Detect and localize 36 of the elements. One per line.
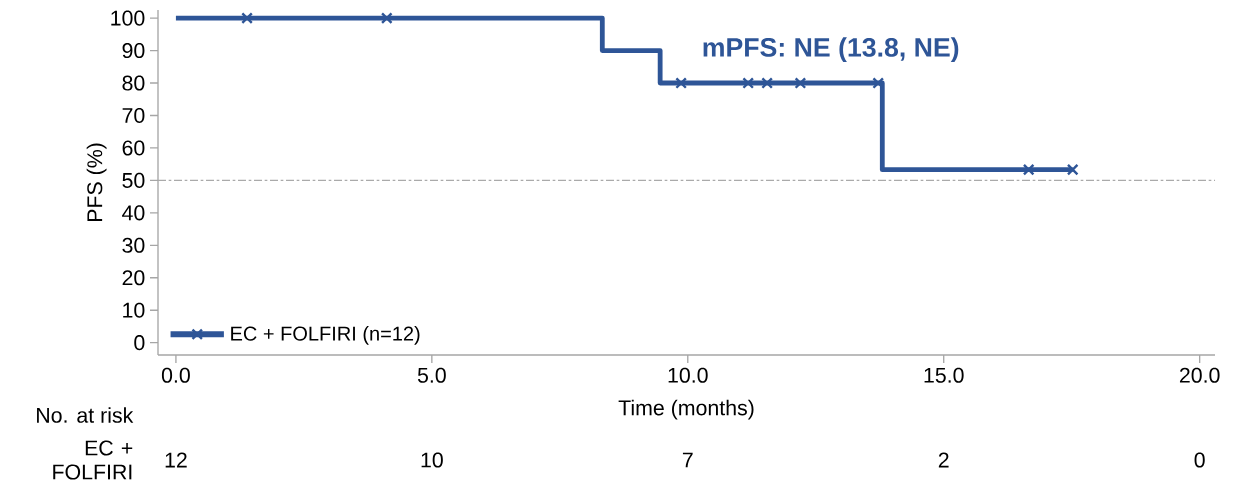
text: 2 — [938, 452, 949, 468]
y-tick-label: 30 — [122, 237, 145, 253]
y-axis-title: PFS (%) — [86, 143, 107, 222]
x-tick-label: 20.0 — [1179, 367, 1220, 383]
y-tick-label: 0 — [134, 335, 145, 351]
y-tick-label: 20 — [122, 270, 145, 286]
point — [380, 12, 393, 25]
text: 10 — [421, 452, 443, 468]
text: 0 — [1194, 452, 1205, 468]
y-tick-label: 10 — [123, 302, 145, 318]
x-tick-label: 15.0 — [924, 367, 964, 383]
x-axis-title: Time (months) — [618, 399, 754, 420]
point — [761, 77, 774, 89]
annotation: mPFS: NE (13.8, NE) — [703, 37, 959, 63]
point — [872, 77, 885, 89]
text: 12 — [165, 452, 187, 468]
point — [1066, 163, 1079, 176]
x-tick-label: 0.0 — [161, 367, 190, 383]
y-tick-label: 40 — [122, 205, 145, 221]
y-tick-label: 50 — [122, 172, 145, 188]
x-tick-label: 5.0 — [417, 367, 446, 383]
y-tick-label: 60 — [122, 140, 145, 156]
text: 7 — [682, 452, 693, 468]
point — [742, 77, 755, 89]
text: No. at risk — [37, 407, 134, 423]
y-tick-label: 70 — [122, 107, 145, 124]
legend-label: EC + FOLFIRI (n=12) — [231, 326, 420, 345]
point — [1022, 163, 1035, 176]
text: EC + FOLFIRI — [53, 440, 133, 480]
point — [675, 77, 688, 89]
point — [241, 12, 253, 25]
y-tick-label: 100 — [111, 10, 145, 26]
y-tick-label: 80 — [122, 75, 145, 91]
point — [794, 77, 807, 89]
x-tick-label: 10.0 — [668, 367, 708, 383]
y-tick-label: 90 — [122, 43, 145, 59]
